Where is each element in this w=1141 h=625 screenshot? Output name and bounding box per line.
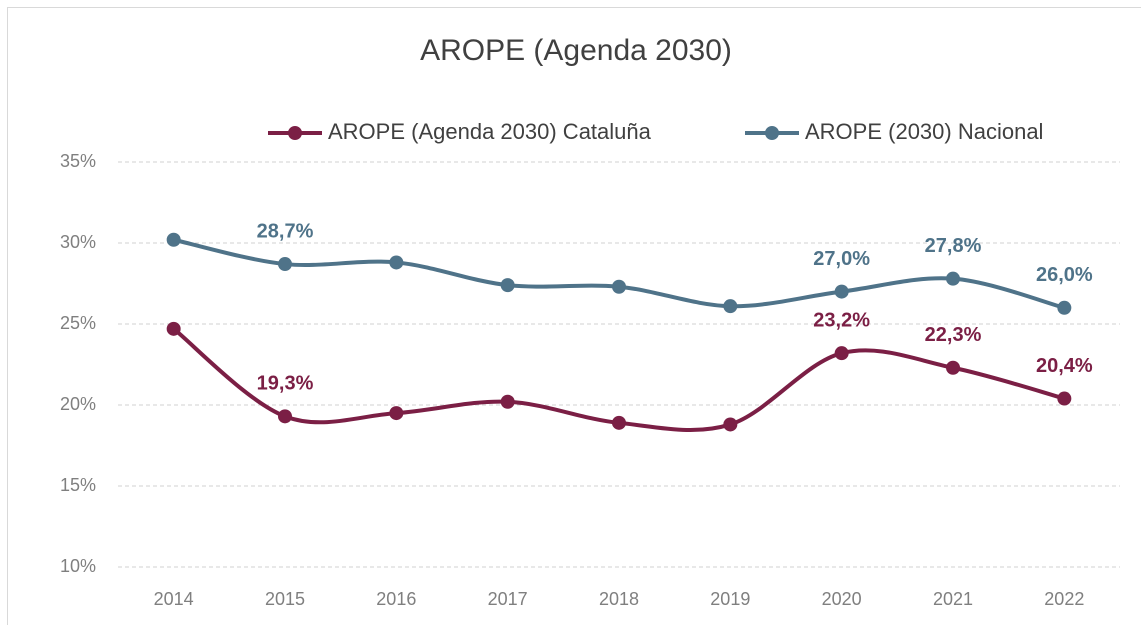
data-label: 20,4% bbox=[1036, 355, 1093, 377]
data-point bbox=[389, 406, 404, 421]
legend-marker bbox=[765, 126, 779, 140]
data-point bbox=[834, 346, 849, 361]
data-point bbox=[723, 299, 738, 314]
data-point bbox=[1057, 300, 1072, 315]
data-point bbox=[834, 284, 849, 299]
data-label: 22,3% bbox=[925, 324, 982, 346]
x-tick-label: 2017 bbox=[488, 589, 528, 609]
x-tick-label: 2019 bbox=[710, 589, 750, 609]
data-point bbox=[500, 394, 515, 409]
data-point bbox=[1057, 391, 1072, 406]
legend-label: AROPE (Agenda 2030) Cataluña bbox=[328, 119, 652, 144]
data-point bbox=[946, 360, 960, 375]
x-tick-label: 2018 bbox=[599, 589, 639, 609]
y-tick-label: 30% bbox=[60, 232, 96, 252]
x-tick-label: 2021 bbox=[933, 589, 973, 609]
x-tick-label: 2016 bbox=[376, 589, 416, 609]
legend-label: AROPE (2030) Nacional bbox=[805, 119, 1043, 144]
data-point bbox=[166, 321, 181, 336]
y-tick-label: 25% bbox=[60, 313, 96, 333]
y-tick-label: 15% bbox=[60, 475, 96, 495]
data-point bbox=[500, 278, 515, 293]
x-tick-label: 2014 bbox=[154, 589, 194, 609]
data-label: 28,7% bbox=[257, 220, 314, 242]
data-point bbox=[278, 257, 292, 272]
data-label: 23,2% bbox=[813, 309, 870, 331]
y-tick-label: 10% bbox=[60, 556, 96, 576]
data-point bbox=[946, 271, 960, 286]
data-label: 26,0% bbox=[1036, 264, 1093, 286]
chart-title: AROPE (Agenda 2030) bbox=[420, 34, 732, 67]
chart-frame bbox=[7, 7, 1141, 625]
data-point bbox=[389, 255, 404, 270]
x-tick-label: 2015 bbox=[265, 589, 305, 609]
data-point bbox=[278, 409, 292, 424]
data-point bbox=[723, 417, 738, 432]
data-point bbox=[166, 232, 181, 247]
data-label: 27,0% bbox=[813, 248, 870, 270]
x-tick-label: 2020 bbox=[822, 589, 862, 609]
data-point bbox=[612, 415, 626, 430]
data-point bbox=[612, 279, 626, 294]
y-tick-label: 20% bbox=[60, 394, 96, 414]
x-tick-label: 2022 bbox=[1044, 589, 1084, 609]
data-label: 27,8% bbox=[925, 235, 982, 257]
data-label: 19,3% bbox=[257, 373, 314, 395]
y-tick-label: 35% bbox=[60, 151, 96, 171]
legend-marker bbox=[288, 126, 302, 140]
